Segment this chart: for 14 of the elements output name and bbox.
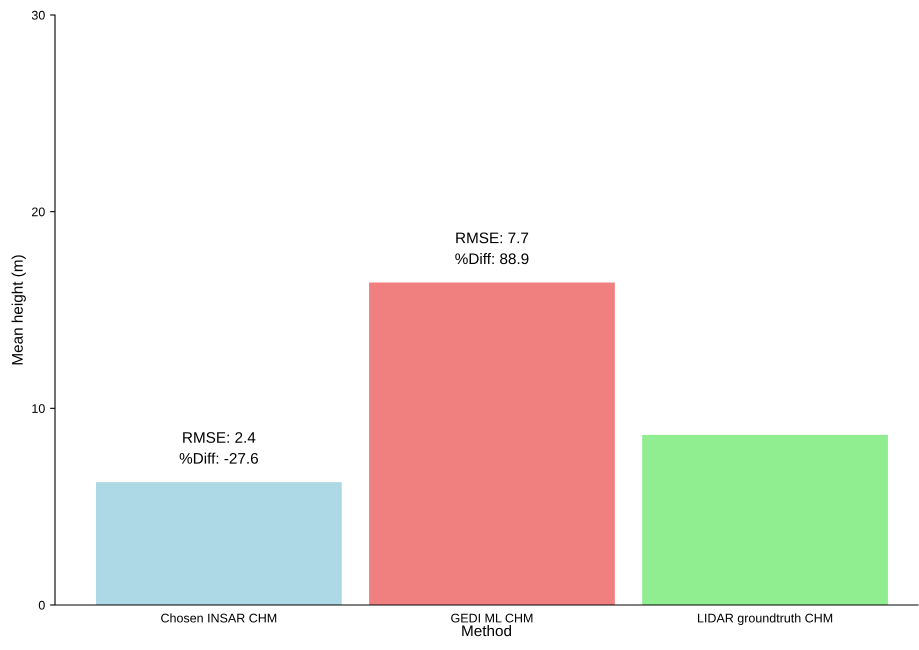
- x-tick-label: Chosen INSAR CHM: [161, 613, 276, 623]
- bar: [642, 434, 888, 605]
- y-tick-label: 20: [32, 207, 45, 216]
- x-tick-label: GEDI ML CHM: [451, 614, 532, 623]
- y-tick-label: 30: [32, 10, 45, 20]
- x-tick-label: LIDAR groundtruth CHM: [698, 613, 832, 625]
- bar: [369, 282, 615, 605]
- annotation: RMSE: 2.4 %Diff: -27.6: [180, 432, 258, 464]
- y-tick-label: 0: [38, 600, 45, 610]
- bar: [96, 482, 342, 605]
- y-tick-label: 10: [32, 404, 45, 413]
- y-axis-title: Mean height (m): [12, 255, 26, 364]
- x-axis-title: Method: [462, 624, 511, 636]
- annotation: RMSE: 7.7 %Diff: 88.9: [455, 232, 528, 264]
